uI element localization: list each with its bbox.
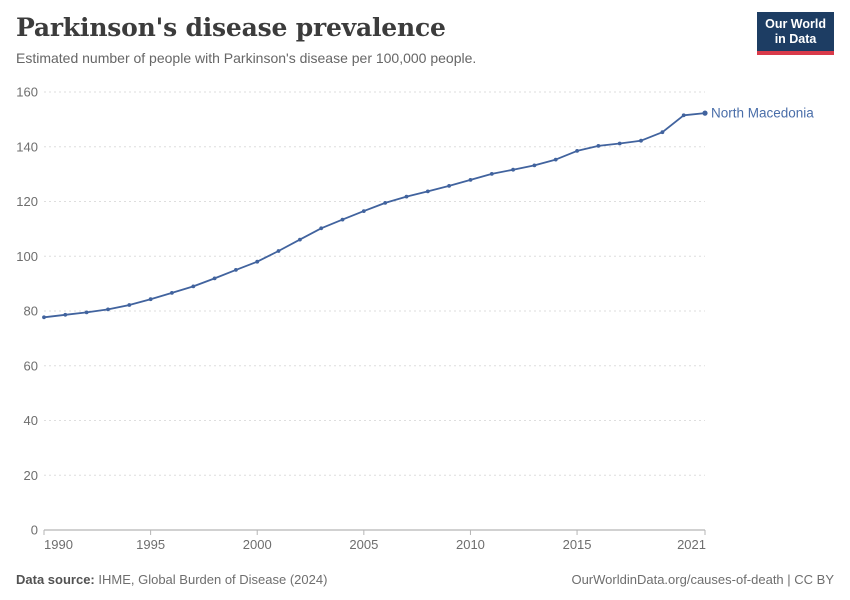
x-tick-label: 2010 <box>456 537 485 552</box>
data-point[interactable] <box>681 113 686 118</box>
chart-footer: Data source: IHME, Global Burden of Dise… <box>16 572 834 587</box>
data-point[interactable] <box>617 141 622 146</box>
data-point[interactable] <box>660 130 665 135</box>
data-point[interactable] <box>63 312 68 317</box>
data-point[interactable] <box>127 303 132 307</box>
data-source-label: Data source: <box>16 572 95 587</box>
chart-title: Parkinson's disease prevalence <box>16 13 446 42</box>
data-source: Data source: IHME, Global Burden of Dise… <box>16 572 327 587</box>
data-point[interactable] <box>234 268 238 272</box>
data-point[interactable] <box>702 110 708 116</box>
x-tick-label: 2000 <box>243 537 272 552</box>
y-tick-label: 100 <box>16 249 38 264</box>
data-point[interactable] <box>170 291 174 295</box>
data-line[interactable] <box>43 112 706 319</box>
y-tick-label: 20 <box>24 468 38 483</box>
data-point[interactable] <box>468 178 473 182</box>
x-tick-label: 1995 <box>136 537 165 552</box>
data-point[interactable] <box>553 157 558 162</box>
entity-label[interactable]: North Macedonia <box>711 106 814 121</box>
data-point[interactable] <box>511 167 515 172</box>
data-point[interactable] <box>319 226 324 231</box>
data-point[interactable] <box>191 284 196 289</box>
y-tick-label: 60 <box>24 358 38 373</box>
data-point[interactable] <box>596 144 601 148</box>
owid-logo-line2: in Data <box>774 32 817 46</box>
y-tick-label: 40 <box>24 413 38 428</box>
y-tick-label: 120 <box>16 194 38 209</box>
data-point[interactable] <box>42 315 46 320</box>
data-point[interactable] <box>255 259 260 264</box>
data-point[interactable] <box>361 209 366 214</box>
chart-subtitle: Estimated number of people with Parkinso… <box>16 50 477 66</box>
data-point[interactable] <box>532 163 537 168</box>
data-point[interactable] <box>383 201 388 205</box>
owid-logo[interactable]: Our World in Data <box>757 12 834 55</box>
data-point[interactable] <box>447 184 451 188</box>
y-tick-label: 80 <box>24 304 38 319</box>
x-tick-label: 2005 <box>349 537 378 552</box>
data-point[interactable] <box>298 237 302 242</box>
data-source-text: IHME, Global Burden of Disease (2024) <box>98 572 328 587</box>
data-point[interactable] <box>212 276 217 281</box>
x-tick-label: 1990 <box>44 537 73 552</box>
data-point[interactable] <box>84 310 89 315</box>
data-point[interactable] <box>425 189 430 194</box>
y-tick-label: 140 <box>16 139 38 154</box>
data-point[interactable] <box>340 217 345 222</box>
data-point[interactable] <box>106 307 110 312</box>
y-tick-label: 0 <box>31 523 38 538</box>
data-point[interactable] <box>404 194 409 199</box>
data-point[interactable] <box>575 149 579 153</box>
owid-logo-line1: Our World <box>765 17 826 31</box>
data-point[interactable] <box>489 172 494 176</box>
x-tick-label: 2021 <box>677 537 706 552</box>
data-point[interactable] <box>148 297 153 302</box>
x-tick-label: 2015 <box>563 537 592 552</box>
footer-link[interactable]: OurWorldinData.org/causes-of-death | CC … <box>571 572 834 587</box>
data-point[interactable] <box>276 249 281 253</box>
data-point[interactable] <box>639 138 643 143</box>
y-tick-label: 160 <box>16 85 38 100</box>
